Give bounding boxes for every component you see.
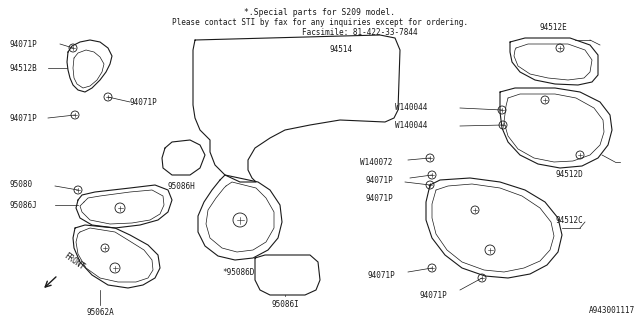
Text: 94512E: 94512E [540,23,568,32]
Text: 94071P: 94071P [420,291,448,300]
Text: 94071P: 94071P [10,114,38,123]
Text: 94071P: 94071P [365,175,393,185]
Text: 95086J: 95086J [10,201,38,210]
Text: Please contact STI by fax for any inquiries except for ordering.: Please contact STI by fax for any inquir… [172,18,468,27]
Text: 94512D: 94512D [555,170,583,179]
Text: 95062A: 95062A [86,308,114,317]
Text: 94071P: 94071P [130,98,157,107]
Text: FRONT: FRONT [62,252,86,272]
Text: W140044: W140044 [395,121,428,130]
Text: 94514: 94514 [330,45,353,54]
Text: 95080: 95080 [10,180,33,188]
Text: 95086H: 95086H [168,182,196,191]
Text: 94071P: 94071P [10,39,38,49]
Text: W140044: W140044 [395,102,428,111]
Text: 94512B: 94512B [10,63,38,73]
Text: A943001117: A943001117 [589,306,635,315]
Text: 94071P: 94071P [365,194,393,203]
Text: 95086I: 95086I [271,300,299,309]
Text: 94071P: 94071P [368,270,396,279]
Text: 94512C: 94512C [555,215,583,225]
Text: *95086D: *95086D [222,268,254,277]
Text: W140072: W140072 [360,157,392,166]
Text: *.Special parts for S209 model.: *.Special parts for S209 model. [244,8,396,17]
Text: Facsimile: 81-422-33-7844: Facsimile: 81-422-33-7844 [302,28,418,37]
